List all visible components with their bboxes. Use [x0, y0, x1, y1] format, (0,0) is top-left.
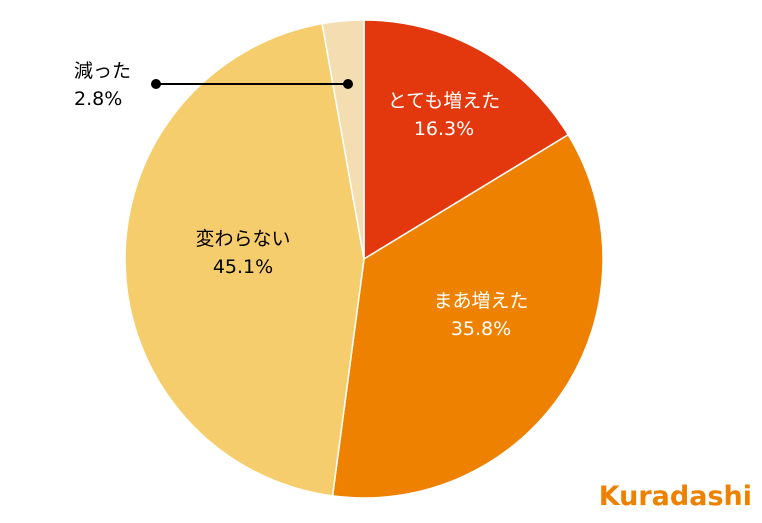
slice-label-unchanged: 変わらない — [195, 228, 290, 250]
slice-value-somewhat-increased: 35.8% — [451, 318, 511, 340]
brand-logo: Kuradashi — [599, 481, 752, 512]
slice-label-somewhat-increased: まあ増えた — [433, 290, 528, 312]
pie-slice-decreased — [321, 19, 365, 260]
slice-value-greatly-increased: 16.3% — [414, 118, 474, 140]
slice-value-decreased: 2.8% — [74, 88, 122, 110]
pie-slice-somewhat-increased — [331, 133, 604, 499]
callout-dot-decreased-end — [343, 79, 353, 89]
pie-slice-unchanged — [124, 22, 365, 497]
slice-value-unchanged: 45.1% — [213, 256, 273, 278]
slice-label-greatly-increased: とても増えた — [388, 90, 500, 112]
callout-dot-decreased-start — [151, 79, 161, 89]
pie-slice-greatly-increased — [363, 19, 570, 261]
slice-label-decreased: 減った — [74, 60, 131, 82]
